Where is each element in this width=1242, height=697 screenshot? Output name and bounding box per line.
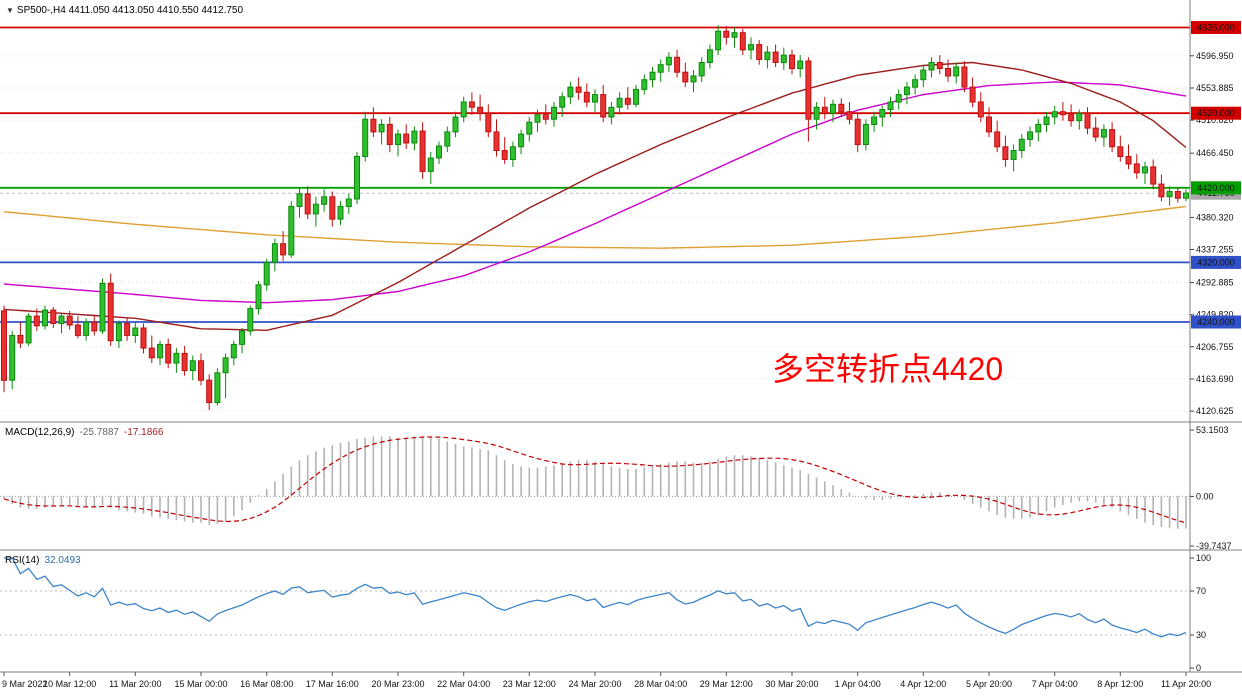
ma-slow-magenta [3, 81, 1187, 304]
svg-text:100: 100 [1196, 553, 1211, 563]
rsi-indicator-label: RSI(14) 32.0493 [5, 555, 81, 566]
svg-text:4337.255: 4337.255 [1196, 245, 1234, 255]
rsi-value: 32.0493 [44, 555, 81, 566]
svg-text:4163.690: 4163.690 [1196, 374, 1234, 384]
svg-text:4240.000: 4240.000 [1197, 317, 1235, 327]
macd-name: MACD(12,26,9) [5, 427, 75, 438]
indicator-axes: 53.1503 0.00 -39.7437 100 70 30 0 [1190, 425, 1232, 673]
svg-text:4249.820: 4249.820 [1196, 310, 1234, 320]
candlesticks-layer [1, 25, 1189, 411]
svg-text:17 Mar 16:00: 17 Mar 16:00 [306, 679, 359, 689]
svg-text:4510.820: 4510.820 [1196, 115, 1234, 125]
panel-separators [0, 0, 1242, 673]
svg-text:11 Apr 20:00: 11 Apr 20:00 [1161, 679, 1211, 689]
svg-text:28 Mar 04:00: 28 Mar 04:00 [634, 679, 687, 689]
annotation-text: 多空转折点4420 [772, 351, 1004, 387]
svg-text:0.00: 0.00 [1196, 491, 1214, 501]
svg-text:4420.000: 4420.000 [1197, 183, 1235, 193]
svg-text:70: 70 [1196, 586, 1206, 596]
svg-text:4635.000: 4635.000 [1197, 23, 1235, 33]
svg-text:16 Mar 08:00: 16 Mar 08:00 [240, 679, 293, 689]
svg-text:23 Mar 12:00: 23 Mar 12:00 [503, 679, 556, 689]
horizontal-level-lines [0, 26, 1190, 323]
svg-text:4553.885: 4553.885 [1196, 83, 1234, 93]
svg-text:-39.7437: -39.7437 [1196, 541, 1232, 551]
svg-text:22 Mar 04:00: 22 Mar 04:00 [437, 679, 490, 689]
moving-averages-layer [3, 61, 1187, 332]
svg-text:4520.000: 4520.000 [1197, 108, 1235, 118]
ma-fast-darkred [3, 61, 1187, 332]
svg-text:8 Apr 12:00: 8 Apr 12:00 [1097, 679, 1143, 689]
rsi-line [4, 557, 1187, 638]
svg-text:4292.885: 4292.885 [1196, 278, 1234, 288]
symbol-ohlc-text: SP500-,H4 4411.050 4413.050 4410.550 441… [16, 5, 244, 16]
svg-text:11 Mar 20:00: 11 Mar 20:00 [109, 679, 161, 689]
svg-text:1 Apr 04:00: 1 Apr 04:00 [835, 679, 881, 689]
macd-signal-value: -17.1866 [123, 427, 164, 438]
svg-text:15 Mar 00:00: 15 Mar 00:00 [174, 679, 227, 689]
svg-text:53.1503: 53.1503 [1196, 425, 1229, 435]
svg-text:30: 30 [1196, 630, 1206, 640]
svg-text:4 Apr 12:00: 4 Apr 12:00 [900, 679, 946, 689]
macd-layer [0, 436, 1190, 529]
svg-text:20 Mar 23:00: 20 Mar 23:00 [371, 679, 424, 689]
svg-text:0: 0 [1196, 663, 1201, 673]
svg-text:4206.755: 4206.755 [1196, 342, 1234, 352]
svg-text:4466.450: 4466.450 [1196, 148, 1234, 158]
svg-text:9 Mar 2022: 9 Mar 2022 [2, 679, 48, 689]
macd-indicator-label: MACD(12,26,9) -25.7887 -17.1866 [5, 427, 163, 438]
rsi-name: RSI(14) [5, 555, 40, 566]
svg-text:4320.000: 4320.000 [1197, 257, 1235, 267]
svg-text:10 Mar 12:00: 10 Mar 12:00 [43, 679, 96, 689]
svg-text:30 Mar 20:00: 30 Mar 20:00 [765, 679, 818, 689]
svg-text:7 Apr 04:00: 7 Apr 04:00 [1032, 679, 1078, 689]
rsi-layer [0, 557, 1190, 638]
symbol-dropdown-icon[interactable]: ▼ [6, 6, 14, 15]
svg-text:5 Apr 20:00: 5 Apr 20:00 [966, 679, 1012, 689]
svg-text:4596.950: 4596.950 [1196, 51, 1234, 61]
svg-text:4120.625: 4120.625 [1196, 406, 1234, 416]
price-axis: 4596.950 4553.885 4510.820 4466.450 4380.320… [1190, 21, 1241, 416]
chart-header: ▼ SP500-,H4 4411.050 4413.050 4410.550 44… [6, 5, 243, 16]
svg-text:24 Mar 20:00: 24 Mar 20:00 [568, 679, 621, 689]
svg-text:4380.320: 4380.320 [1196, 212, 1234, 222]
svg-text:29 Mar 12:00: 29 Mar 12:00 [700, 679, 753, 689]
macd-main-value: -25.7887 [79, 427, 119, 438]
ma-long-orange [3, 205, 1187, 249]
macd-signal-line [3, 436, 1187, 524]
